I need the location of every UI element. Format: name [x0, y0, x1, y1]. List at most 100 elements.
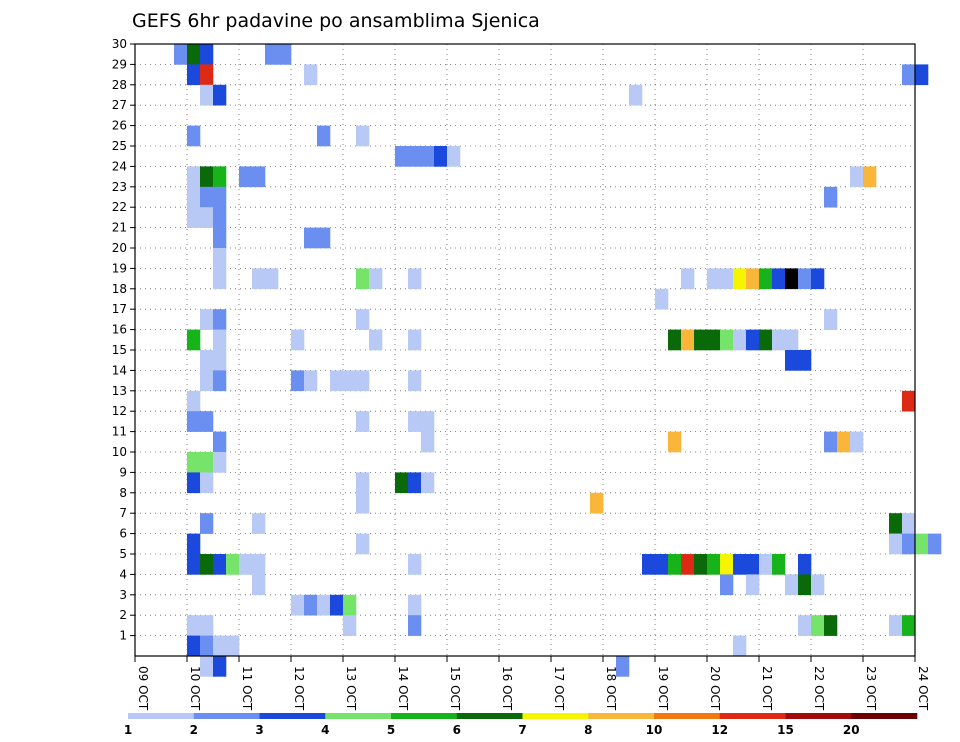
y-tick-label: 24: [112, 159, 127, 173]
chart-title: GEFS 6hr padavine po ansamblima Sjenica: [132, 10, 540, 32]
heatmap-cell: [369, 329, 383, 351]
heatmap-cell: [356, 492, 370, 514]
heatmap-cell: [655, 554, 669, 575]
heatmap-cell: [850, 166, 864, 188]
heatmap-cell: [265, 268, 279, 290]
colorbar-swatch: [128, 713, 195, 719]
colorbar-label: 4: [321, 723, 329, 737]
heatmap-cell: [304, 594, 318, 616]
heatmap-cell: [226, 635, 240, 657]
heatmap-cell: [356, 411, 370, 432]
heatmap-cell: [902, 533, 916, 555]
heatmap-cell: [889, 533, 903, 555]
heatmap-cell: [408, 370, 422, 392]
heatmap-cell: [785, 350, 799, 371]
y-tick-label: 16: [112, 323, 127, 337]
heatmap-cell: [408, 615, 422, 636]
heatmap-cell: [707, 268, 721, 290]
y-tick-label: 2: [119, 608, 127, 622]
heatmap-cell: [187, 554, 201, 575]
heatmap-cell: [239, 166, 253, 188]
heatmap-cell: [187, 186, 201, 208]
heatmap-cell: [213, 227, 227, 249]
heatmap-cell: [187, 329, 201, 351]
y-tick-label: 28: [112, 78, 127, 92]
heatmap-cell: [759, 268, 773, 290]
y-axis: 1234567891011121314151617181920212223242…: [112, 37, 135, 643]
heatmap-cell: [720, 554, 734, 575]
heatmap-cell: [200, 370, 214, 392]
y-tick-label: 21: [112, 221, 127, 235]
x-tick-label: 22 OCT: [812, 666, 826, 711]
heatmap-cell: [837, 431, 851, 453]
heatmap-cell: [213, 186, 227, 208]
y-tick-label: 26: [112, 119, 127, 133]
y-tick-label: 9: [119, 465, 127, 479]
y-tick-label: 10: [112, 445, 127, 459]
heatmap-cell: [356, 533, 370, 555]
heatmap-cell: [200, 656, 214, 677]
colorbar-swatch: [259, 713, 326, 719]
heatmap-cell: [200, 84, 214, 106]
heatmap-cell: [681, 554, 695, 575]
heatmap-cell: [317, 227, 331, 249]
heatmap-cell: [681, 268, 695, 290]
heatmap-cell: [902, 64, 916, 86]
heatmap-cell: [395, 472, 409, 494]
heatmap-cell: [213, 248, 227, 269]
heatmap-cell: [889, 513, 903, 534]
heatmap-cell: [200, 207, 214, 228]
heatmap-cell: [356, 472, 370, 494]
heatmap-cell: [187, 452, 201, 473]
heatmap-cell: [187, 472, 201, 494]
heatmap-cell: [213, 452, 227, 473]
y-tick-label: 30: [112, 37, 127, 51]
heatmap-cell: [746, 268, 760, 290]
heatmap-cell: [668, 554, 682, 575]
heatmap-cell: [369, 268, 383, 290]
heatmap-cell: [668, 329, 682, 351]
heatmap-cell: [200, 513, 214, 534]
colorbar-swatch: [851, 713, 918, 719]
heatmap-cell: [200, 166, 214, 188]
x-tick-label: 20 OCT: [708, 666, 722, 711]
heatmap-cell: [421, 146, 435, 167]
heatmap-cell: [213, 554, 227, 575]
heatmap-cell: [824, 615, 838, 636]
heatmap-cell: [343, 615, 357, 636]
heatmap-cell: [304, 64, 318, 86]
colorbar-label: 10: [646, 723, 663, 737]
colorbar-label: 20: [843, 723, 860, 737]
heatmap-cell: [707, 554, 721, 575]
y-tick-label: 18: [112, 282, 127, 296]
heatmap-cell: [252, 268, 266, 290]
heatmap-cell: [629, 84, 643, 106]
heatmap-cell: [187, 635, 201, 657]
y-tick-label: 14: [112, 363, 127, 377]
y-tick-label: 15: [112, 343, 127, 357]
y-tick-label: 13: [112, 384, 127, 398]
heatmap-cell: [759, 329, 773, 351]
heatmap-cell: [408, 146, 422, 167]
heatmap-cell: [785, 329, 799, 351]
heatmap-cell: [213, 309, 227, 330]
heatmap-cell: [408, 329, 422, 351]
heatmap-cell: [590, 492, 604, 514]
heatmap-cell: [200, 554, 214, 575]
heatmap-cell: [213, 268, 227, 290]
x-tick-label: 15 OCT: [448, 666, 462, 711]
heatmap-cell: [187, 390, 201, 412]
heatmap-cell: [746, 574, 760, 596]
colorbar-label: 5: [387, 723, 395, 737]
y-tick-label: 12: [112, 404, 127, 418]
colorbar-label: 7: [518, 723, 526, 737]
heatmap-cell: [824, 309, 838, 330]
heatmap-cell: [252, 574, 266, 596]
x-tick-label: 19 OCT: [656, 666, 670, 711]
heatmap-cell: [421, 472, 435, 494]
heatmap-cell: [291, 594, 305, 616]
heatmap-cell: [213, 166, 227, 188]
heatmap-cell: [616, 656, 630, 677]
heatmap-cell: [746, 329, 760, 351]
